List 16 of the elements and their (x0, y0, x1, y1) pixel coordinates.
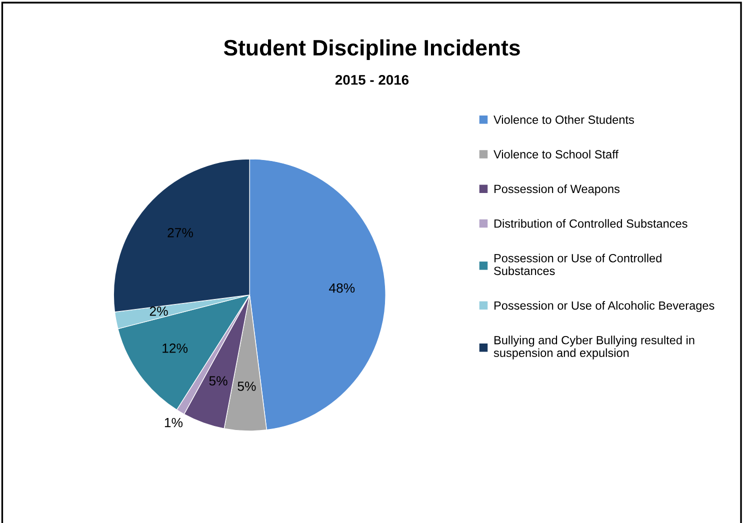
legend-label: Bullying and Cyber Bullying resulted in suspension and expulsion (494, 336, 694, 360)
data-label: 5% (209, 376, 228, 386)
legend-label: Violence to Other Students (494, 115, 634, 124)
data-label: 48% (328, 283, 355, 293)
data-label: 2% (150, 306, 168, 316)
legend-label: Violence to School Staff (494, 150, 618, 159)
data-label: 1% (164, 418, 183, 428)
chart-subtitle: 2015 - 2016 (335, 74, 409, 85)
legend-label: Distribution of Controlled Substances (494, 219, 688, 228)
legend-label: Possession or Use of Alcoholic Beverages (494, 301, 714, 312)
data-label: 27% (168, 228, 193, 238)
legend-label: Possession or Use of Controlled Substances (494, 254, 662, 276)
chart-title: Student Discipline Incidents (224, 39, 520, 60)
legend-label: Possession of Weapons (494, 184, 620, 196)
data-label: 12% (162, 344, 188, 353)
data-label: 5% (238, 382, 256, 391)
